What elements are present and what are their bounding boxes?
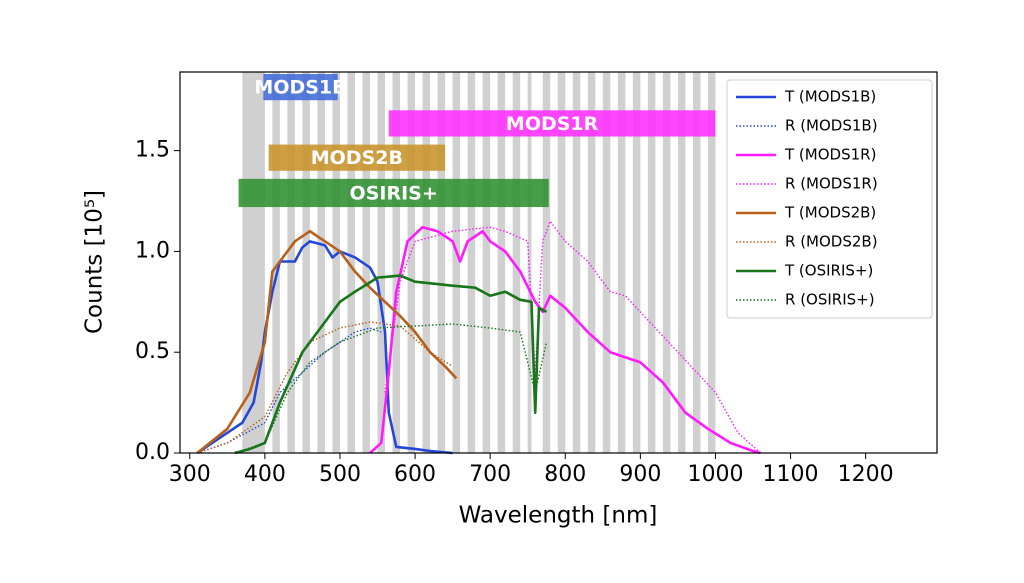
- series-line: [196, 229, 458, 455]
- series-line: [234, 274, 548, 455]
- band-label: OSIRIS+: [350, 182, 438, 204]
- instrument-band: [388, 110, 716, 137]
- shaded-region: [662, 72, 671, 453]
- x-axis-label: Wavelength [nm]: [459, 503, 658, 529]
- shaded-region: [557, 72, 566, 453]
- shaded-region: [362, 72, 371, 453]
- shaded-region: [317, 72, 325, 453]
- series-line: [234, 323, 548, 454]
- x-tick-label: 900: [619, 462, 661, 487]
- series-line: [197, 327, 382, 454]
- x-tick-label: 1100: [763, 462, 819, 487]
- legend-label: T (MODS1R): [784, 146, 876, 164]
- plot-area: MODS1B MODS1R MODS2B OSIRIS+: [196, 72, 761, 455]
- shaded-region: [437, 72, 446, 453]
- shaded-region: [392, 72, 401, 453]
- shaded-region: [617, 72, 626, 453]
- series-line: [384, 220, 761, 454]
- shaded-region: [347, 72, 355, 453]
- series-line: [196, 240, 453, 455]
- legend-box: [726, 79, 933, 319]
- legend-label: R (MODS2B): [785, 233, 878, 251]
- band-label: MODS2B: [311, 147, 403, 169]
- x-tick-label: 400: [244, 462, 286, 487]
- shaded-region: [512, 72, 521, 453]
- legend-label: T (OSIRIS+): [784, 262, 873, 280]
- x-tick-label: 1200: [838, 462, 894, 487]
- x-tick-label: 1000: [687, 462, 743, 487]
- shaded-region: [482, 72, 491, 453]
- legend-label: R (MODS1R): [785, 175, 878, 193]
- shaded-region: [677, 72, 686, 453]
- y-tick-label: 0.0: [135, 440, 170, 465]
- shaded-region: [407, 72, 416, 453]
- legend-label: R (OSIRIS+): [785, 291, 875, 309]
- shaded-region: [632, 72, 641, 453]
- instrument-band: [263, 74, 338, 101]
- x-tick-label: 300: [169, 462, 211, 487]
- instrument-band: [268, 144, 446, 171]
- series-line: [369, 225, 761, 455]
- y-tick-label: 1.5: [135, 138, 170, 163]
- x-tick-label: 800: [544, 462, 586, 487]
- shaded-region: [272, 72, 280, 453]
- shaded-region: [452, 72, 461, 453]
- y-tick-label: 0.5: [135, 339, 170, 364]
- shaded-region: [527, 72, 532, 453]
- x-tick-label: 700: [469, 462, 511, 487]
- shaded-region: [467, 72, 476, 453]
- shaded-region: [602, 72, 611, 453]
- shaded-region: [332, 72, 340, 453]
- y-axis-label: Counts [10⁵]: [82, 190, 108, 334]
- legend-label: T (MODS2B): [784, 204, 876, 222]
- legend-label: R (MODS1B): [785, 117, 878, 135]
- x-tick-label: 600: [394, 462, 436, 487]
- shaded-region: [542, 72, 551, 453]
- shaded-region: [647, 72, 656, 453]
- shaded-region: [422, 72, 431, 453]
- band-label: MODS1R: [506, 113, 599, 135]
- band-label: MODS1B: [254, 77, 346, 99]
- shaded-region: [572, 72, 581, 453]
- instrument-band: [238, 178, 549, 208]
- shaded-region: [377, 72, 386, 453]
- y-tick-label: 1.0: [135, 238, 170, 263]
- shaded-region: [302, 72, 310, 453]
- x-tick-label: 500: [319, 462, 361, 487]
- shaded-region: [587, 72, 596, 453]
- shaded-region: [692, 72, 701, 453]
- legend: T (MODS1B) R (MODS1B) T (MODS1R) R (MODS1R)…: [726, 79, 933, 319]
- shaded-region: [497, 72, 506, 453]
- legend-label: T (MODS1B): [784, 88, 876, 106]
- axes-frame: [179, 71, 938, 454]
- shaded-region: [707, 72, 716, 453]
